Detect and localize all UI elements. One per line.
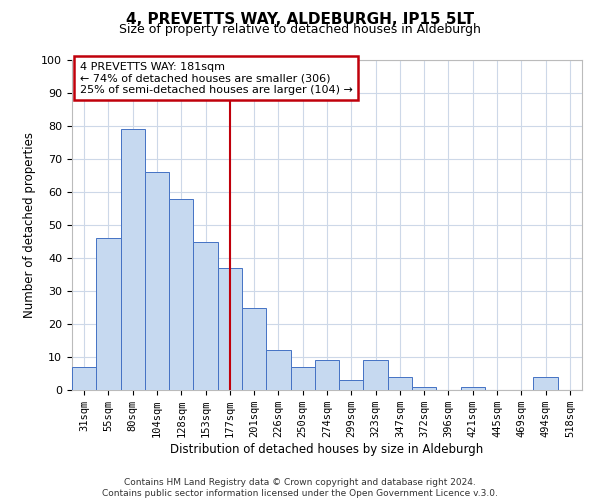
Bar (461, 386, 485, 390)
Bar (169, 198, 193, 390)
Text: 4 PREVETTS WAY: 181sqm
← 74% of detached houses are smaller (306)
25% of semi-de: 4 PREVETTS WAY: 181sqm ← 74% of detached… (80, 62, 353, 95)
Text: 4, PREVETTS WAY, ALDEBURGH, IP15 5LT: 4, PREVETTS WAY, ALDEBURGH, IP15 5LT (126, 12, 474, 28)
Bar (364, 360, 388, 390)
Bar (242, 308, 266, 390)
Bar (72, 367, 96, 390)
X-axis label: Distribution of detached houses by size in Aldeburgh: Distribution of detached houses by size … (170, 443, 484, 456)
Text: Contains HM Land Registry data © Crown copyright and database right 2024.
Contai: Contains HM Land Registry data © Crown c… (102, 478, 498, 498)
Bar (339, 380, 364, 390)
Text: Size of property relative to detached houses in Aldeburgh: Size of property relative to detached ho… (119, 22, 481, 36)
Bar (533, 377, 558, 390)
Bar (412, 386, 436, 390)
Bar (121, 130, 145, 390)
Bar (266, 350, 290, 390)
Bar (218, 268, 242, 390)
Y-axis label: Number of detached properties: Number of detached properties (23, 132, 36, 318)
Bar (315, 360, 339, 390)
Bar (388, 377, 412, 390)
Bar (145, 172, 169, 390)
Bar (193, 242, 218, 390)
Bar (96, 238, 121, 390)
Bar (290, 367, 315, 390)
